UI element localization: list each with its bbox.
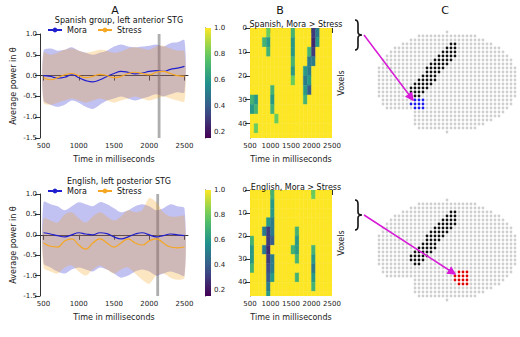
svg-text:0.2: 0.2 [214, 286, 225, 294]
svg-text:0.6: 0.6 [214, 236, 226, 244]
svg-text:500: 500 [37, 300, 50, 308]
svg-text:1000: 1000 [262, 300, 280, 308]
svg-text:0.8: 0.8 [214, 211, 225, 219]
svg-text:40: 40 [238, 278, 247, 286]
svg-text:Time in milliseconds: Time in milliseconds [72, 313, 154, 322]
svg-text:Average power in θ: Average power in θ [9, 206, 18, 284]
svg-text:20: 20 [238, 232, 247, 240]
svg-text:2500: 2500 [176, 300, 194, 308]
svg-text:2000: 2000 [140, 142, 158, 150]
svg-text:10: 10 [238, 209, 247, 217]
svg-text:2500: 2500 [176, 142, 194, 150]
svg-text:2000: 2000 [140, 300, 158, 308]
svg-text:-1.5: -1.5 [23, 292, 37, 300]
svg-text:-0.5: -0.5 [23, 92, 37, 100]
svg-text:Average power in θ: Average power in θ [9, 47, 18, 125]
svg-text:1.0: 1.0 [214, 24, 225, 32]
svg-text:0.6: 0.6 [214, 76, 226, 84]
svg-text:40: 40 [238, 120, 247, 128]
svg-text:Mora: Mora [67, 187, 87, 196]
svg-text:Voxels: Voxels [337, 230, 346, 255]
svg-text:Spanish group, left anterior S: Spanish group, left anterior STG [55, 16, 183, 25]
svg-text:Time in milliseconds: Time in milliseconds [72, 155, 154, 164]
svg-text:1500: 1500 [282, 300, 300, 308]
svg-text:0.0: 0.0 [26, 72, 37, 80]
svg-text:500: 500 [37, 142, 50, 150]
svg-text:0.4: 0.4 [214, 261, 226, 269]
svg-text:10: 10 [238, 48, 247, 56]
svg-text:A: A [111, 4, 119, 17]
svg-text:1500: 1500 [282, 142, 300, 150]
svg-text:30: 30 [238, 255, 247, 263]
svg-text:1000: 1000 [262, 142, 280, 150]
svg-text:Time in milliseconds: Time in milliseconds [249, 313, 331, 322]
svg-text:Stress: Stress [117, 26, 142, 35]
svg-text:C: C [441, 4, 449, 17]
svg-text:B: B [276, 4, 284, 17]
svg-text:2000: 2000 [303, 142, 321, 150]
svg-text:0.5: 0.5 [26, 210, 37, 218]
svg-text:-1.0: -1.0 [23, 113, 37, 121]
svg-text:1000: 1000 [70, 142, 88, 150]
svg-text:-0.5: -0.5 [23, 251, 37, 259]
svg-text:2000: 2000 [303, 300, 321, 308]
svg-text:0: 0 [243, 24, 247, 32]
svg-text:20: 20 [238, 72, 247, 80]
svg-text:500: 500 [243, 300, 256, 308]
svg-text:1.0: 1.0 [26, 30, 37, 38]
svg-text:-1.0: -1.0 [23, 272, 37, 280]
svg-text:0.8: 0.8 [214, 50, 225, 58]
svg-text:0: 0 [243, 186, 247, 194]
svg-text:1500: 1500 [105, 300, 123, 308]
svg-text:30: 30 [238, 96, 247, 104]
svg-text:Spanish, Mora > Stress: Spanish, Mora > Stress [249, 20, 342, 29]
svg-text:Voxels: Voxels [337, 70, 346, 95]
svg-text:0.5: 0.5 [26, 51, 37, 59]
svg-text:English, Mora > Stress: English, Mora > Stress [251, 183, 341, 192]
svg-text:500: 500 [243, 142, 256, 150]
svg-text:Mora: Mora [67, 26, 87, 35]
svg-text:1.0: 1.0 [214, 186, 225, 194]
svg-text:0.0: 0.0 [26, 231, 37, 239]
svg-text:1000: 1000 [70, 300, 88, 308]
svg-text:0.2: 0.2 [214, 128, 225, 136]
svg-text:1500: 1500 [105, 142, 123, 150]
svg-text:2500: 2500 [323, 300, 341, 308]
svg-text:Time in milliseconds: Time in milliseconds [249, 155, 331, 164]
svg-text:Stress: Stress [117, 187, 142, 196]
svg-text:English, left posterior STG: English, left posterior STG [67, 177, 171, 186]
svg-text:-1.5: -1.5 [23, 134, 37, 142]
svg-text:2500: 2500 [323, 142, 341, 150]
svg-text:0.4: 0.4 [214, 102, 226, 110]
svg-text:1.0: 1.0 [26, 190, 37, 198]
